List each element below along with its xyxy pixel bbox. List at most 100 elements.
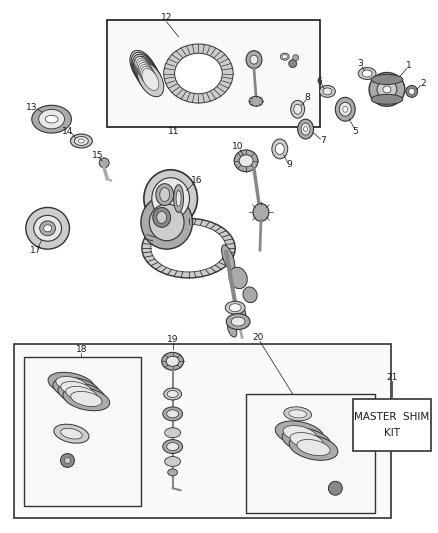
Ellipse shape: [137, 61, 154, 83]
Text: 3: 3: [357, 59, 363, 68]
Ellipse shape: [137, 62, 164, 96]
Ellipse shape: [175, 53, 222, 94]
Text: 10: 10: [233, 142, 244, 151]
Circle shape: [64, 457, 71, 464]
Text: 15: 15: [92, 151, 103, 160]
Ellipse shape: [164, 388, 182, 400]
Text: 8: 8: [305, 93, 311, 102]
Ellipse shape: [239, 155, 253, 167]
Ellipse shape: [339, 102, 351, 116]
Ellipse shape: [132, 54, 159, 89]
Ellipse shape: [343, 106, 348, 112]
Text: 13: 13: [26, 103, 38, 112]
Ellipse shape: [138, 63, 155, 84]
Ellipse shape: [229, 267, 247, 288]
Ellipse shape: [66, 386, 97, 401]
Ellipse shape: [290, 433, 323, 449]
Ellipse shape: [78, 139, 85, 143]
Ellipse shape: [160, 188, 170, 201]
Ellipse shape: [275, 421, 324, 447]
Ellipse shape: [362, 70, 372, 77]
Ellipse shape: [61, 429, 82, 439]
Text: 16: 16: [191, 176, 202, 185]
Ellipse shape: [53, 377, 100, 401]
Ellipse shape: [152, 177, 190, 220]
Text: 5: 5: [352, 126, 358, 135]
Ellipse shape: [298, 119, 314, 139]
Ellipse shape: [165, 427, 180, 438]
Text: 1: 1: [406, 61, 412, 70]
Ellipse shape: [44, 225, 52, 232]
Ellipse shape: [276, 143, 284, 155]
Ellipse shape: [163, 407, 183, 421]
Ellipse shape: [130, 50, 157, 85]
Ellipse shape: [34, 215, 61, 241]
Circle shape: [289, 60, 297, 68]
Ellipse shape: [39, 109, 64, 129]
Ellipse shape: [164, 44, 233, 103]
Ellipse shape: [369, 72, 405, 106]
Text: 19: 19: [167, 335, 178, 344]
Ellipse shape: [228, 322, 237, 337]
Ellipse shape: [253, 204, 269, 221]
Circle shape: [99, 158, 109, 168]
Ellipse shape: [173, 184, 184, 213]
Circle shape: [409, 88, 415, 94]
Circle shape: [60, 454, 74, 467]
Ellipse shape: [168, 469, 177, 476]
Ellipse shape: [289, 435, 338, 461]
Ellipse shape: [63, 387, 110, 411]
Ellipse shape: [166, 356, 179, 366]
Ellipse shape: [234, 302, 246, 321]
Ellipse shape: [289, 410, 307, 418]
Circle shape: [328, 481, 343, 495]
Ellipse shape: [301, 123, 310, 135]
Ellipse shape: [136, 60, 162, 95]
Ellipse shape: [225, 301, 245, 314]
Ellipse shape: [231, 317, 245, 326]
Ellipse shape: [141, 67, 158, 88]
Ellipse shape: [222, 245, 235, 271]
Ellipse shape: [304, 127, 307, 132]
Text: 17: 17: [30, 246, 42, 255]
Ellipse shape: [176, 191, 181, 206]
Ellipse shape: [229, 304, 241, 312]
Text: MASTER  SHIM: MASTER SHIM: [354, 412, 430, 422]
Ellipse shape: [144, 170, 198, 227]
Ellipse shape: [167, 442, 179, 450]
Text: 12: 12: [161, 13, 173, 22]
Text: 9: 9: [287, 160, 293, 169]
Text: KIT: KIT: [384, 427, 400, 438]
Ellipse shape: [56, 376, 87, 392]
Ellipse shape: [40, 221, 56, 236]
Text: 20: 20: [252, 333, 264, 342]
Ellipse shape: [141, 196, 192, 249]
Ellipse shape: [136, 59, 153, 80]
Ellipse shape: [250, 55, 258, 64]
Text: 21: 21: [386, 373, 398, 382]
Ellipse shape: [234, 150, 258, 172]
Text: 6: 6: [317, 77, 322, 86]
Bar: [353, 399, 431, 450]
Ellipse shape: [319, 85, 336, 98]
Ellipse shape: [243, 287, 257, 303]
Ellipse shape: [336, 98, 355, 121]
Ellipse shape: [135, 56, 152, 78]
Ellipse shape: [358, 68, 376, 79]
Ellipse shape: [54, 424, 89, 443]
Ellipse shape: [162, 352, 184, 370]
Bar: [14, 344, 391, 518]
Ellipse shape: [163, 440, 183, 454]
Ellipse shape: [167, 410, 179, 418]
Text: 18: 18: [76, 345, 87, 354]
Ellipse shape: [371, 75, 403, 84]
Ellipse shape: [167, 391, 178, 398]
Text: 2: 2: [420, 79, 425, 88]
Ellipse shape: [377, 80, 397, 98]
Ellipse shape: [131, 52, 158, 87]
Ellipse shape: [149, 204, 184, 241]
Ellipse shape: [280, 53, 289, 60]
Bar: [24, 357, 141, 506]
Ellipse shape: [165, 456, 180, 466]
Bar: [246, 394, 375, 513]
